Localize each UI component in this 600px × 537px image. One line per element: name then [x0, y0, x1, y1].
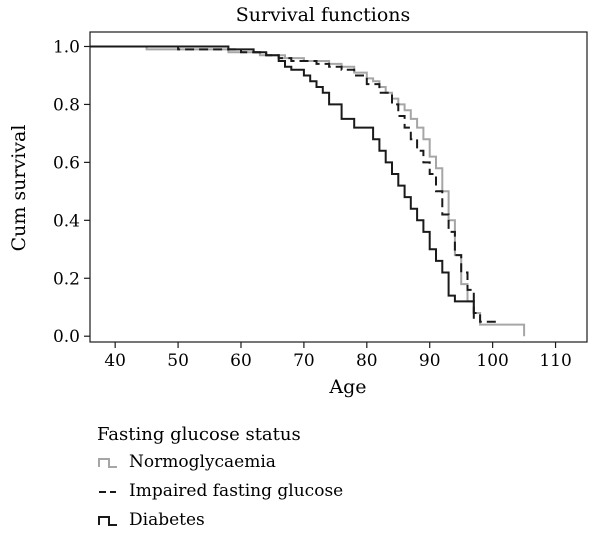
legend-label: Impaired fasting glucose	[129, 481, 343, 501]
y-tick-label: 0.8	[53, 95, 80, 115]
x-tick-label: 60	[230, 351, 252, 371]
legend-label: Diabetes	[129, 510, 205, 530]
x-tick-label: 50	[167, 351, 189, 371]
series-line-2	[90, 45, 499, 323]
legend-label: Normoglycaemia	[129, 452, 276, 472]
x-axis: 40 50 60 70 80 90 100 110	[104, 342, 572, 371]
legend: Fasting glucose status Normoglycaemia Imp…	[97, 424, 343, 530]
x-tick-label: 40	[104, 351, 126, 371]
legend-swatch	[98, 516, 117, 526]
y-axis-label: Cum survival	[8, 125, 30, 252]
legend-title: Fasting glucose status	[97, 424, 301, 445]
y-tick-label: 0.4	[53, 211, 80, 231]
y-axis: 0.0 0.2 0.4 0.6 0.8 1.0	[53, 37, 90, 347]
legend-swatch	[98, 458, 117, 468]
x-tick-label: 100	[476, 351, 508, 371]
x-tick-label: 90	[419, 351, 441, 371]
y-tick-label: 1.0	[53, 37, 80, 57]
x-tick-label: 70	[293, 351, 315, 371]
y-tick-label: 0.6	[53, 153, 80, 173]
x-tick-label: 80	[356, 351, 378, 371]
series-group	[90, 45, 526, 337]
series-line-1	[90, 45, 526, 337]
series-line-3	[90, 45, 475, 319]
plot-frame	[89, 31, 588, 343]
x-axis-label: Age	[328, 376, 366, 398]
y-tick-label: 0.0	[53, 327, 80, 347]
x-tick-label: 110	[539, 351, 571, 371]
chart-title: Survival functions	[236, 4, 411, 26]
y-tick-label: 0.2	[53, 269, 80, 289]
